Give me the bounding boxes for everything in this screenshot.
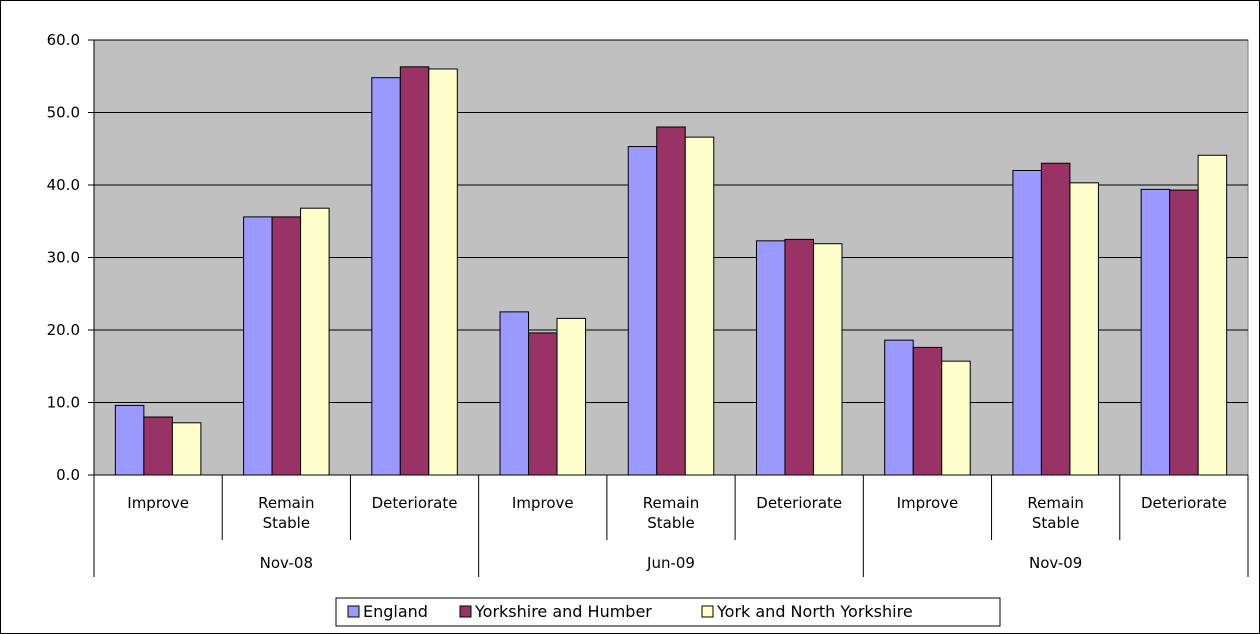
- bar-england-3: [499, 311, 530, 476]
- x-category-label: Improve: [127, 494, 189, 512]
- y-axis-ticks: 0.0 10.0 20.0 30.0 40.0 50.0 60.0: [47, 31, 95, 484]
- x-category-label: Remain Stable: [1027, 494, 1083, 532]
- bar-york-and-north-yorkshire-4: [684, 136, 715, 476]
- legend-box: [335, 597, 1001, 627]
- y-tick-label: 40.0: [47, 176, 80, 194]
- legend-label: Yorkshire and Humber: [474, 602, 652, 621]
- bar-england-2: [371, 77, 401, 476]
- x-group-label: Nov-09: [1029, 554, 1082, 572]
- legend-swatch: [701, 605, 714, 618]
- y-tick-label: 50.0: [47, 104, 80, 122]
- x-category-label: Deteriorate: [756, 494, 842, 512]
- x-category-label: Improve: [897, 494, 959, 512]
- bar-york-and-north-yorkshire-8: [1197, 154, 1228, 476]
- y-tick-label: 10.0: [47, 394, 80, 412]
- bar-york-and-north-yorkshire-2: [428, 68, 458, 476]
- bar-york-and-north-yorkshire-5: [812, 243, 843, 476]
- legend-swatch: [347, 605, 360, 618]
- bar-yorkshire-and-humber-3: [528, 332, 558, 476]
- x-axis: Improve Remain Stable Deteriorate Improve Rem…: [93, 474, 1249, 577]
- x-group-label: Jun-09: [646, 554, 695, 572]
- legend-label: York and North Yorkshire: [716, 602, 913, 621]
- bar-york-and-north-yorkshire-1: [300, 207, 330, 476]
- x-category-label: Remain Stable: [258, 494, 314, 532]
- bar-yorkshire-and-humber-6: [912, 346, 943, 476]
- x-category-label: Deteriorate: [1141, 494, 1227, 512]
- bar-england-8: [1140, 188, 1171, 476]
- bar-england-5: [755, 240, 786, 476]
- bar-yorkshire-and-humber-1: [271, 216, 302, 476]
- bar-yorkshire-and-humber-5: [784, 238, 814, 476]
- bar-england-0: [114, 404, 145, 476]
- x-category-label: Deteriorate: [372, 494, 458, 512]
- bar-england-7: [1012, 170, 1042, 476]
- bars: [114, 66, 1228, 476]
- bar-yorkshire-and-humber-8: [1169, 189, 1199, 476]
- legend: England Yorkshire and Humber York and Nort…: [335, 597, 1001, 627]
- x-category-label: Remain Stable: [643, 494, 699, 532]
- legend-swatch: [459, 605, 472, 618]
- bar-yorkshire-and-humber-4: [656, 126, 686, 476]
- bar-england-4: [627, 146, 658, 476]
- y-tick-label: 60.0: [47, 31, 80, 49]
- y-tick-label: 20.0: [47, 321, 80, 339]
- y-tick-label: 0.0: [56, 466, 80, 484]
- y-tick-label: 30.0: [47, 249, 80, 267]
- x-group-label: Nov-08: [260, 554, 313, 572]
- bar-york-and-north-yorkshire-6: [941, 360, 971, 476]
- bar-york-and-north-yorkshire-3: [556, 317, 587, 476]
- bar-yorkshire-and-humber-0: [143, 416, 173, 476]
- bar-yorkshire-and-humber-7: [1040, 162, 1071, 476]
- bar-york-and-north-yorkshire-7: [1069, 182, 1099, 476]
- bar-yorkshire-and-humber-2: [399, 66, 430, 476]
- bar-england-6: [884, 339, 914, 476]
- bar-york-and-north-yorkshire-0: [171, 422, 202, 476]
- bar-england-1: [243, 216, 273, 476]
- x-category-label: Improve: [512, 494, 574, 512]
- legend-label: England: [363, 602, 428, 621]
